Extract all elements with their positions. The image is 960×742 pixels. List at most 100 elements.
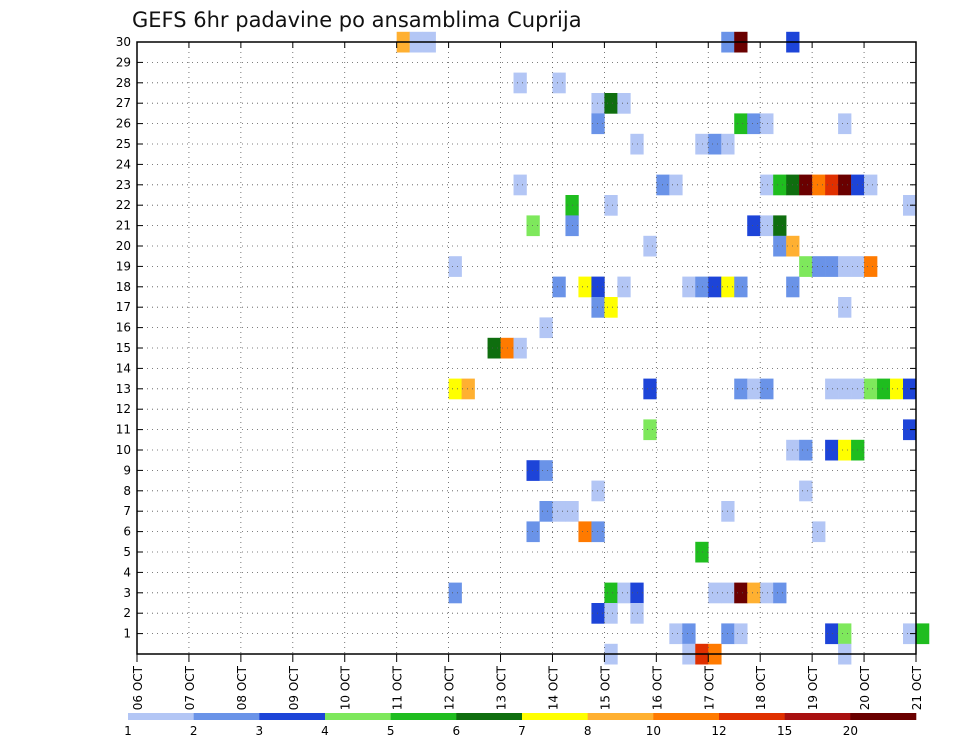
heatmap-cell [838,623,852,645]
heatmap-cell [552,276,566,298]
x-tick-label: 13 OCT [495,665,509,710]
y-tick-label: 19 [116,259,131,273]
heatmap-cell [812,174,826,196]
heatmap-cell [760,174,774,196]
x-tick-label: 17 OCT [702,665,716,710]
heatmap-cell [825,256,839,277]
heatmap-cell [838,378,852,400]
y-tick-label: 16 [116,321,131,335]
heatmap-cell [526,521,540,543]
y-tick-label: 1 [123,627,131,641]
heatmap-cell [552,72,566,94]
heatmap-cell [708,276,722,298]
x-tick-label: 07 OCT [183,665,197,710]
heatmap-cell [864,174,878,196]
y-tick-label: 7 [123,504,131,518]
heatmap-cell [682,276,696,298]
heatmap-cell [617,582,631,604]
colorbar-label: 6 [453,724,461,738]
x-tick-label: 11 OCT [391,665,405,710]
heatmap-cell [838,113,852,135]
x-tick-label: 18 OCT [754,665,768,710]
heatmap-cell [695,133,709,155]
heatmap-cell [682,623,696,645]
heatmap-cell [760,378,774,400]
heatmap-cell [591,93,605,114]
heatmap-cell [643,419,657,441]
colorbar-swatch [522,713,588,720]
heatmap-cell [799,256,813,277]
heatmap-cell [448,256,462,277]
heatmap-cell [903,378,917,400]
colorbar-label: 5 [387,724,395,738]
chart-title: GEFS 6hr padavine po ansamblima Cuprija [132,8,582,32]
heatmap-cell [617,276,631,298]
heatmap-cells [396,31,930,665]
y-tick-label: 21 [116,219,131,233]
y-tick-label: 23 [116,178,131,192]
x-tick-label: 21 OCT [910,665,924,710]
y-tick-label: 10 [116,443,131,457]
heatmap-cell [916,623,930,645]
heatmap-cell [669,623,683,645]
heatmap-cell [604,582,618,604]
heatmap-cell [760,215,774,237]
grid-lines [137,41,916,654]
colorbar-swatch [456,713,523,720]
x-tick-label: 09 OCT [287,665,301,710]
y-tick-label: 8 [123,484,131,498]
heatmap-cell [838,174,852,196]
y-tick-label: 12 [116,402,131,416]
y-tick-label: 17 [116,300,131,314]
heatmap-cell [799,439,813,461]
colorbar-legend: 1 2 3 4 5 6 7 8 10 12 15 20 [124,713,917,738]
colorbar-swatch [850,713,917,720]
y-tick-label: 13 [116,382,131,396]
heatmap-cell [526,460,540,481]
heatmap-cell [539,460,553,481]
heatmap-cell [539,501,553,522]
colorbar-label: 10 [646,724,661,738]
y-tick-label: 6 [123,525,131,539]
y-tick-label: 5 [123,545,131,559]
heatmap-cell [526,215,540,237]
heatmap-cell [539,317,553,339]
heatmap-cell [708,582,722,604]
x-tick-label: 06 OCT [131,665,145,710]
y-tick-label: 26 [116,117,131,131]
heatmap-cell [747,215,761,237]
heatmap-cell [812,256,826,277]
heatmap-cell [799,480,813,502]
heatmap-cell [708,133,722,155]
heatmap-cell [604,195,618,216]
heatmap-cell [643,378,657,400]
y-tick-label: 9 [123,463,131,477]
colorbar-label: 12 [711,724,726,738]
heatmap-cell [799,174,813,196]
x-tick-label: 10 OCT [339,665,353,710]
y-tick-label: 11 [116,423,131,437]
x-axis-ticks: 06 OCT 07 OCT 08 OCT 09 OCT 10 OCT 11 OCT 12 O… [131,42,924,710]
heatmap-cell [578,276,592,298]
colorbar-swatch [390,713,457,720]
x-tick-label: 19 OCT [806,665,820,710]
y-tick-label: 18 [116,280,131,294]
colorbar-label: 15 [777,724,792,738]
heatmap-cell [591,480,605,502]
y-tick-label: 3 [123,586,131,600]
colorbar-swatch [325,713,391,720]
y-tick-label: 20 [116,239,131,253]
y-tick-label: 15 [116,341,131,355]
colorbar-swatch [719,713,785,720]
colorbar-swatch [784,713,851,720]
heatmap-cell [513,337,527,359]
heatmap-cell [838,439,852,461]
y-tick-label: 29 [116,55,131,69]
heatmap-cell [773,235,787,257]
heatmap-cell [903,195,917,216]
colorbar-swatch [259,713,326,720]
heatmap-cell [734,378,748,400]
y-tick-label: 28 [116,76,131,90]
x-tick-label: 14 OCT [546,665,560,710]
heatmap-cell [448,378,462,400]
